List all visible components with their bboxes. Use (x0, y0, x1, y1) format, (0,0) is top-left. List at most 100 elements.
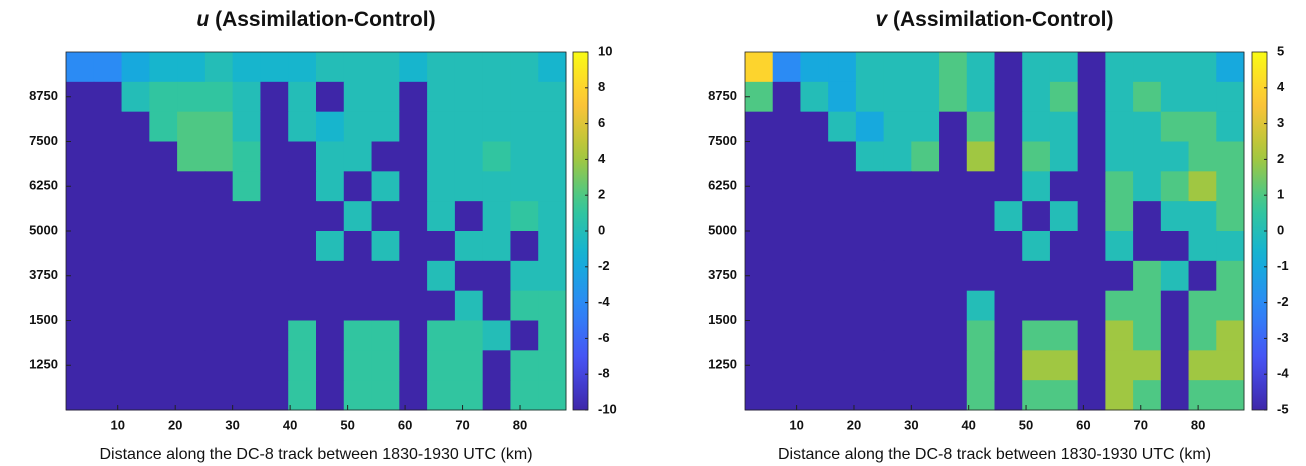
heat-cell (427, 81, 456, 113)
heat-cell (260, 201, 289, 232)
heat-cell (454, 320, 484, 351)
heat-cell (538, 201, 567, 232)
heat-cell (288, 52, 317, 83)
heat-cell (482, 320, 511, 351)
heat-cell (149, 260, 178, 292)
heat-cell (538, 320, 567, 351)
heat-cell (911, 320, 940, 351)
heat-cell (1188, 52, 1217, 83)
heat-cell (1133, 350, 1162, 381)
heat-cell (883, 260, 912, 292)
heat-cell (745, 380, 774, 411)
chart-title: v (Assimilation-Control) (875, 8, 1113, 31)
heat-cell (343, 260, 373, 292)
heat-cell (828, 111, 857, 142)
heat-cell (93, 260, 123, 292)
colorbar-tick-label: 3 (1277, 115, 1284, 130)
heat-cell (260, 231, 289, 262)
heat-cell (149, 81, 178, 113)
heat-cell (288, 81, 317, 113)
heat-cell (1216, 380, 1245, 411)
heat-cell (1022, 231, 1051, 262)
heat-cell (1188, 141, 1217, 172)
heat-cell (828, 320, 857, 351)
heat-cell (966, 201, 995, 232)
heat-cell (204, 171, 234, 202)
heat-cell (232, 380, 261, 411)
heat-cell (1077, 52, 1106, 83)
heat-cell (399, 260, 428, 292)
heat-cell (883, 171, 912, 202)
heat-cell (883, 141, 912, 172)
heat-cell (828, 231, 857, 262)
y-tick-label: 1500 (708, 312, 737, 327)
heat-cell (399, 52, 428, 83)
heat-cell (1160, 290, 1190, 321)
heat-cell (883, 52, 912, 83)
heat-cell (510, 81, 539, 113)
heat-cell (93, 141, 123, 172)
heat-cell (454, 171, 484, 202)
heat-cell (883, 231, 912, 262)
heat-cell (454, 231, 484, 262)
heat-cell (1077, 81, 1106, 113)
heat-cell (883, 350, 912, 381)
heat-cell (772, 141, 801, 172)
y-tick-label: 1250 (708, 357, 737, 372)
title-text: (Assimilation-Control) (215, 8, 436, 31)
heat-cell (510, 52, 539, 83)
heat-cell (232, 81, 261, 113)
heat-cell (288, 111, 317, 142)
heat-cell (93, 350, 123, 381)
heat-cell (994, 141, 1023, 172)
heat-cell (1022, 81, 1051, 113)
heat-cell (538, 231, 567, 262)
heat-cell (800, 350, 829, 381)
colorbar-tick-label: -4 (1277, 366, 1289, 381)
heat-cell (538, 260, 567, 292)
y-tick-label: 7500 (29, 133, 58, 148)
heat-cell (1133, 141, 1162, 172)
heat-cell (371, 111, 400, 142)
heat-cell (538, 290, 567, 321)
heat-cell (121, 81, 150, 113)
heat-cell (454, 111, 484, 142)
heat-cell (121, 52, 150, 83)
heat-cell (1049, 52, 1079, 83)
colorbar-tick-label: -6 (598, 330, 610, 345)
heat-cell (1105, 260, 1134, 292)
heat-cell (1105, 350, 1134, 381)
heat-cell (966, 52, 995, 83)
heat-cell (177, 231, 206, 262)
y-tick-label: 3750 (29, 267, 58, 282)
heat-cell (994, 81, 1023, 113)
x-tick-label: 80 (513, 417, 527, 432)
y-tick-label: 1500 (29, 312, 58, 327)
heat-cell (1105, 201, 1134, 232)
y-tick-label: 3750 (708, 267, 737, 282)
heat-cell (538, 380, 567, 411)
heat-cell (316, 260, 345, 292)
heat-cell (427, 350, 456, 381)
heat-cell (800, 171, 829, 202)
heat-cell (149, 201, 178, 232)
heat-cell (204, 52, 234, 83)
heat-cell (260, 171, 289, 202)
heat-cell (800, 320, 829, 351)
heat-cell (482, 380, 511, 411)
heat-cell (316, 141, 345, 172)
heat-cell (1216, 52, 1245, 83)
heat-cell (966, 141, 995, 172)
heat-cell (260, 350, 289, 381)
heat-cell (343, 201, 373, 232)
heat-cell (939, 52, 968, 83)
heat-cell (828, 350, 857, 381)
heat-cell (316, 290, 345, 321)
heat-cell (855, 52, 885, 83)
heat-cell (772, 171, 801, 202)
heat-cell (883, 380, 912, 411)
colorbar-tick-label: -2 (1277, 294, 1289, 309)
colorbar-tick-label: -3 (1277, 330, 1289, 345)
heat-cell (149, 350, 178, 381)
heat-cell (828, 52, 857, 83)
